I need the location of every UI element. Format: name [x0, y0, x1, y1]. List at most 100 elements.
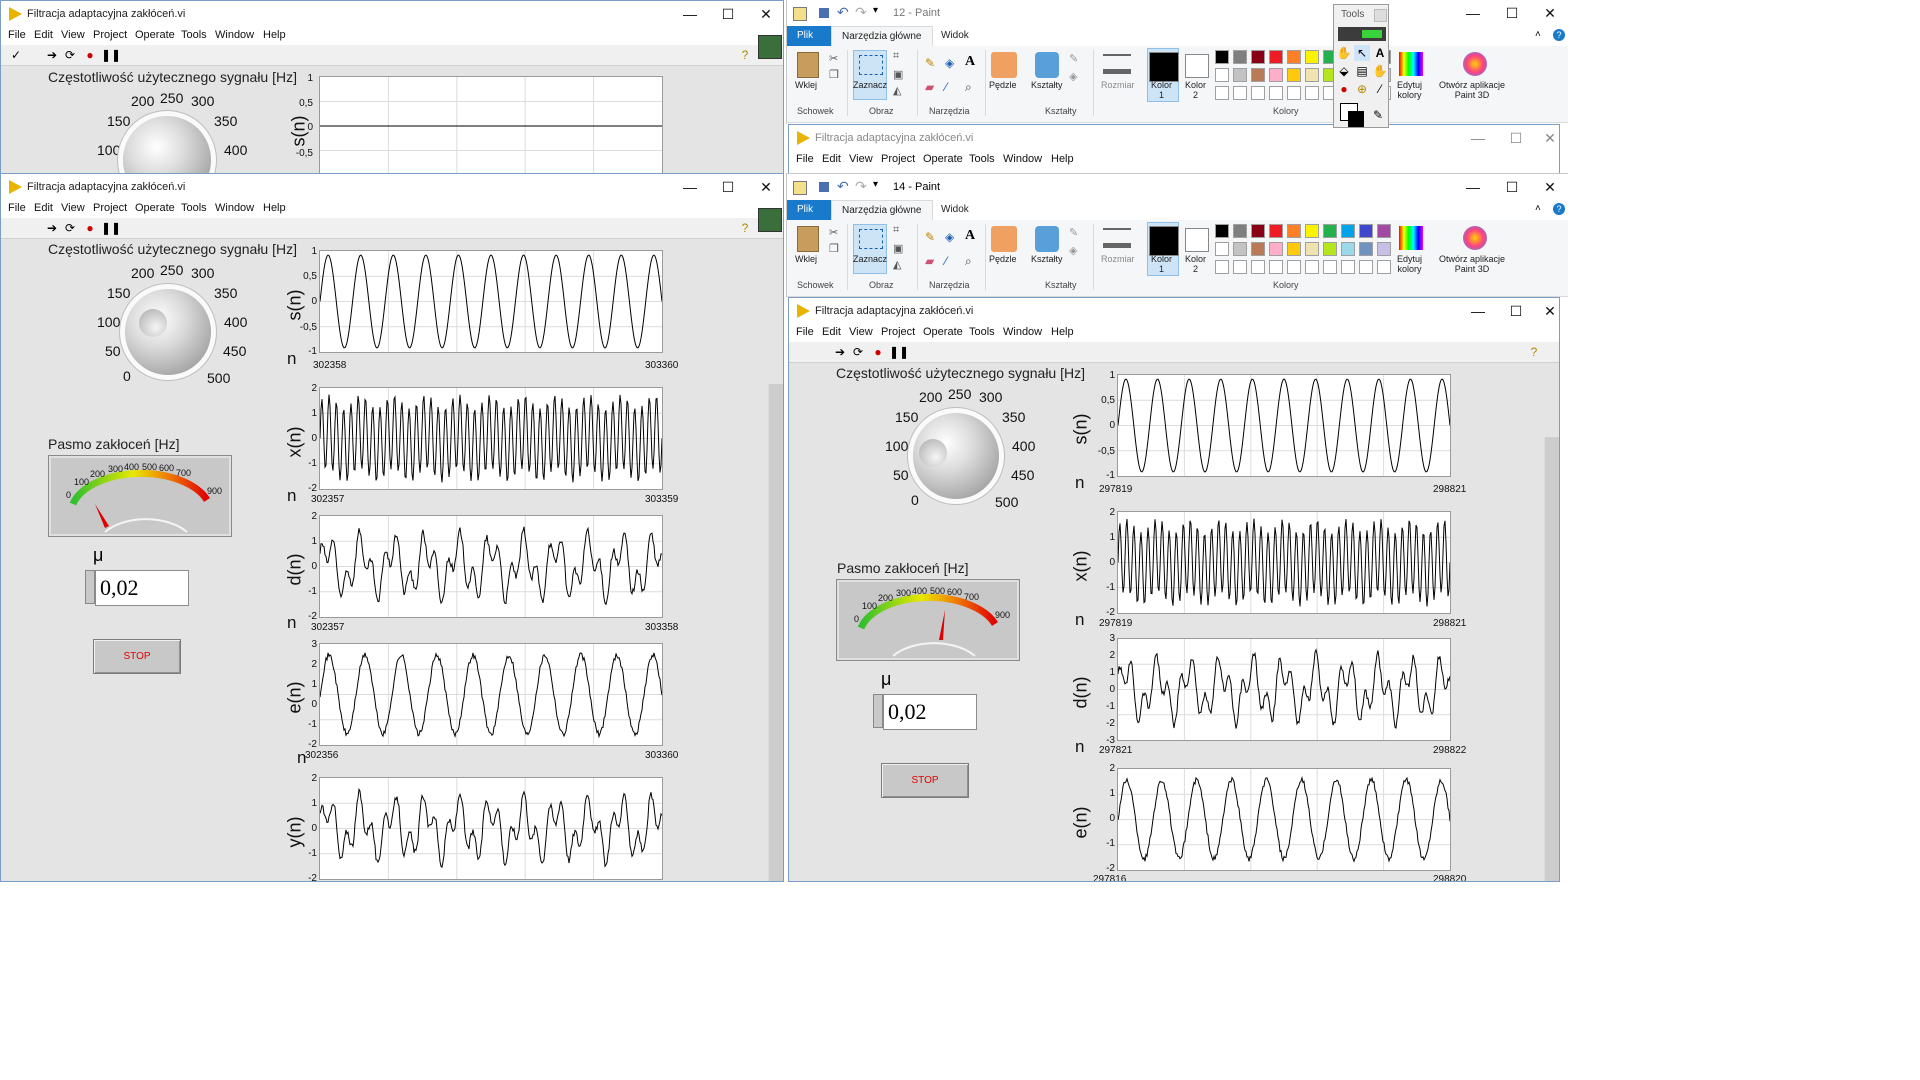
rotate-icon[interactable]: ◭ [893, 259, 902, 271]
undo-icon[interactable]: ↶ [837, 178, 849, 194]
color-bg-swatch[interactable] [1348, 111, 1364, 127]
color-swatch[interactable] [1305, 86, 1319, 100]
color-swatch[interactable] [1269, 50, 1283, 64]
color-swatch[interactable] [1305, 242, 1319, 256]
maximize-button[interactable]: ☐ [721, 6, 735, 22]
text-tool-icon[interactable]: A [1375, 46, 1385, 60]
run-continuously-icon[interactable]: ⟳ [64, 48, 76, 62]
menu-operate[interactable]: Operate [135, 202, 175, 214]
fill-shape-icon[interactable]: ◈ [1069, 71, 1078, 83]
color-swatch[interactable] [1233, 260, 1247, 274]
color-swatch[interactable] [1215, 260, 1229, 274]
mu-input[interactable]: 0,02 [95, 570, 189, 606]
menu-help[interactable]: Help [1051, 153, 1074, 165]
tab-view[interactable]: Widok [941, 204, 969, 215]
color-swatch[interactable] [1323, 224, 1337, 238]
title-bar[interactable]: ↶ ↷ ▾ 14 - Paint — ☐ ✕ [787, 174, 1568, 200]
close-button[interactable]: ✕ [760, 6, 772, 22]
magnifier-icon[interactable]: ⌕ [965, 80, 972, 94]
color-swatch[interactable] [1287, 260, 1301, 274]
minimize-button[interactable]: — [1471, 130, 1485, 146]
pause-icon[interactable]: ❚❚ [101, 221, 122, 235]
select-icon[interactable] [853, 224, 887, 274]
probe-icon[interactable]: ⊕ [1356, 82, 1368, 96]
color-swatch[interactable] [1233, 242, 1247, 256]
stop-button[interactable]: STOP [881, 763, 969, 798]
color-swatch[interactable] [1305, 224, 1319, 238]
mu-input[interactable]: 0,02 [883, 694, 977, 730]
frequency-knob[interactable] [123, 116, 211, 173]
color-swatch[interactable] [1359, 260, 1373, 274]
paint3d-icon[interactable] [1463, 226, 1487, 250]
abort-icon[interactable]: ● [86, 48, 94, 62]
color-swatch[interactable] [1251, 68, 1265, 82]
color-swatch[interactable] [1251, 260, 1265, 274]
context-help-icon[interactable]: ? [741, 48, 749, 62]
outline-icon[interactable]: ✎ [1069, 227, 1079, 239]
fill-shape-icon[interactable]: ◈ [1069, 245, 1078, 257]
vertical-scrollbar[interactable] [768, 384, 783, 881]
maximize-button[interactable]: ☐ [721, 179, 735, 195]
color-swatch[interactable] [1215, 224, 1229, 238]
brushes-icon[interactable] [991, 226, 1017, 252]
color-swatch[interactable] [1287, 242, 1301, 256]
menu-file[interactable]: File [8, 202, 26, 214]
fill-icon[interactable]: ◈ [945, 230, 955, 244]
stop-button[interactable]: STOP [93, 639, 181, 674]
resize-icon[interactable]: ▣ [893, 243, 904, 255]
menu-edit[interactable]: Edit [822, 153, 841, 165]
vi-icon[interactable] [758, 35, 782, 59]
color-swatch[interactable] [1251, 224, 1265, 238]
abort-icon[interactable]: ● [874, 345, 882, 359]
maximize-button[interactable]: ☐ [1505, 5, 1519, 21]
redo-icon[interactable]: ↷ [855, 4, 867, 20]
checkmark-icon[interactable]: ✓ [10, 48, 22, 62]
color-swatch[interactable] [1341, 260, 1355, 274]
menu-tools[interactable]: Tools [969, 326, 995, 338]
menu-operate[interactable]: Operate [135, 29, 175, 41]
color-swatch[interactable] [1233, 86, 1247, 100]
menu-project[interactable]: Project [881, 153, 916, 165]
menu-operate[interactable]: Operate [923, 326, 963, 338]
clipboard-icon[interactable] [797, 52, 819, 78]
title-bar[interactable]: Filtracja adaptacyjna zakłóceń.vi — ☐ ✕ [789, 125, 1559, 151]
chevron-up-icon[interactable]: ˄ [1535, 29, 1541, 40]
text-icon[interactable]: A [965, 54, 976, 69]
operate-hand-icon[interactable]: ✋ [1336, 46, 1352, 60]
color-swatch[interactable] [1287, 224, 1301, 238]
crop-icon[interactable]: ⌗ [893, 50, 900, 62]
outline-icon[interactable]: ✎ [1069, 53, 1079, 65]
menu-file[interactable]: File [796, 326, 814, 338]
copy-icon[interactable]: ❐ [829, 69, 839, 81]
color-swatch[interactable] [1269, 68, 1283, 82]
color-swatch[interactable] [1215, 50, 1229, 64]
color-swatch[interactable] [1233, 50, 1247, 64]
menu-edit[interactable]: Edit [822, 326, 841, 338]
menu-view[interactable]: View [61, 29, 85, 41]
color-swatch[interactable] [1359, 242, 1373, 256]
get-color-icon[interactable]: ⁄ [1378, 82, 1381, 96]
color-swatch[interactable] [1287, 50, 1301, 64]
mu-spinner[interactable] [873, 694, 883, 728]
menu-window[interactable]: Window [1003, 326, 1043, 338]
chevron-down-icon[interactable]: ▾ [873, 5, 879, 16]
eraser-icon[interactable]: ▰ [925, 80, 935, 94]
minimize-button[interactable]: — [683, 6, 697, 22]
clipboard-icon[interactable] [797, 226, 819, 252]
select-icon[interactable] [853, 50, 887, 100]
menu-help[interactable]: Help [263, 202, 286, 214]
run-arrow-icon[interactable]: ➔ [46, 48, 58, 62]
chevron-down-icon[interactable]: ▾ [873, 179, 879, 190]
maximize-button[interactable]: ☐ [1505, 179, 1519, 195]
menu-file[interactable]: File [8, 29, 26, 41]
menu-view[interactable]: View [849, 326, 873, 338]
menu-view[interactable]: View [61, 202, 85, 214]
color-swatch[interactable] [1305, 68, 1319, 82]
color-swatch[interactable] [1305, 260, 1319, 274]
close-button[interactable]: ✕ [1544, 130, 1556, 146]
run-arrow-icon[interactable]: ➔ [834, 345, 846, 359]
close-icon[interactable] [1374, 9, 1387, 22]
color-swatch[interactable] [1341, 242, 1355, 256]
color-swatch[interactable] [1359, 224, 1373, 238]
close-button[interactable]: ✕ [1544, 5, 1556, 21]
